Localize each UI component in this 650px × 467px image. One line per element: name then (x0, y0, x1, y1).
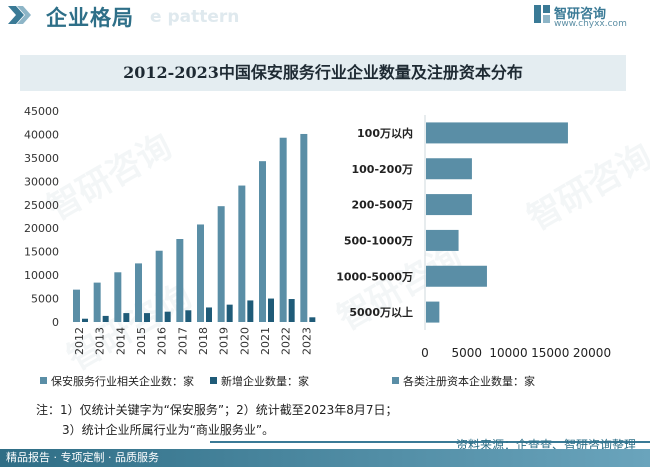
x-tick-label: 2012 (73, 327, 86, 355)
bar-new-companies (82, 318, 88, 322)
bar-registered-capital (426, 122, 568, 144)
x-tick-label: 2023 (300, 327, 313, 355)
bar-total-companies (197, 224, 204, 322)
x-tick-label: 2017 (176, 327, 189, 355)
x-tick-label: 2016 (156, 327, 169, 355)
bar-total-companies (135, 263, 142, 322)
y-tick-label: 20000 (24, 222, 59, 235)
section-subtitle-watermark: e pattern (150, 7, 240, 27)
bar-total-companies (155, 250, 163, 322)
footer-text: 精品报告 · 专项定制 · 品质服务 (6, 451, 159, 464)
bar-new-companies (226, 304, 233, 322)
section-title: 企业格局 (46, 6, 134, 30)
x-tick-label: 2014 (114, 327, 127, 355)
x-tick-label: 10000 (489, 346, 527, 360)
legend-item-new-companies: 新增企业数量：家 (210, 373, 309, 389)
y-tick-label: 25000 (24, 199, 59, 212)
y-category-label: 500-1000万 (344, 234, 413, 247)
bar-new-companies (206, 307, 212, 322)
bar-new-companies (268, 298, 274, 322)
brand: 智研咨询 www.chyxx.com (534, 3, 634, 33)
brand-url: www.chyxx.com (554, 19, 627, 29)
footer-divider (210, 441, 650, 443)
chart-title: 2012-2023中国保安服务行业企业数量及注册资本分布 (123, 63, 523, 82)
bar-registered-capital (426, 158, 472, 180)
bar-total-companies (217, 206, 225, 322)
x-tick-label: 2021 (259, 327, 272, 355)
bar-new-companies (288, 299, 295, 322)
legend-swatch (210, 377, 217, 384)
bar-total-companies (238, 185, 246, 322)
y-category-label: 100万以内 (357, 126, 413, 140)
bar-total-companies (279, 137, 287, 322)
data-source: 资料来源：企查查、智研咨询整理 (455, 438, 636, 452)
x-tick-label: 2019 (218, 327, 231, 355)
y-tick-label: 30000 (24, 175, 59, 188)
bar-registered-capital (426, 265, 487, 287)
legend-item-registered-capital: 各类注册资本企业数量：家 (392, 373, 535, 389)
y-tick-label: 15000 (24, 246, 59, 259)
y-tick-label: 5000 (31, 293, 59, 306)
legend-item-total-companies: 保安服务行业相关企业数：家 (40, 373, 194, 389)
bar-new-companies (123, 313, 130, 322)
bar-registered-capital (426, 229, 459, 251)
bar-new-companies (247, 300, 254, 322)
x-tick-label: 15000 (531, 346, 569, 360)
bar-total-companies (176, 239, 184, 322)
note-line-1: 注：1）仅统计关键字为“保安服务”；2）统计截至2023年8月7日； (36, 403, 398, 417)
y-tick-label: 45000 (24, 105, 59, 118)
x-tick-label: 2013 (94, 327, 107, 355)
chart-title-bar: 2012-2023中国保安服务行业企业数量及注册资本分布 (20, 55, 626, 91)
header: 企业格局 e pattern 智研咨询 www.chyxx.com (0, 0, 650, 34)
legend-label: 保安服务行业相关企业数：家 (51, 375, 194, 388)
y-category-label: 5000万以上 (349, 305, 413, 319)
bar-total-companies (114, 272, 122, 322)
x-tick-label: 2020 (238, 327, 251, 355)
brand-name: 智研咨询 (554, 7, 607, 22)
bar-new-companies (102, 315, 109, 322)
y-category-label: 1000-5000万 (336, 270, 413, 283)
footer-bar: 精品报告 · 专项定制 · 品质服务 (0, 449, 650, 467)
y-tick-label: 10000 (24, 269, 59, 282)
bar-total-companies (93, 282, 101, 322)
bar-new-companies (309, 317, 316, 322)
bar-total-companies (300, 133, 308, 322)
x-tick-label: 2015 (135, 327, 148, 355)
bar-new-companies (185, 310, 192, 322)
y-tick-label: 0 (52, 316, 59, 329)
x-tick-label: 20000 (573, 346, 611, 360)
y-category-label: 100-200万 (352, 163, 414, 176)
bar-new-companies (164, 311, 171, 322)
bar-new-companies (144, 313, 150, 322)
note-line-2: 3）统计企业所属行业为“商业服务业”。 (62, 423, 275, 437)
legend-label: 新增企业数量：家 (221, 375, 309, 388)
bar-total-companies (73, 289, 80, 322)
legend-swatch (392, 377, 399, 384)
y-category-label: 200-500万 (352, 199, 414, 212)
legend-swatch (40, 377, 47, 384)
chevron-double-icon (8, 6, 31, 24)
bar-registered-capital (426, 301, 440, 323)
brand-logo-icon (534, 5, 550, 23)
x-tick-label: 5000 (451, 346, 482, 360)
legend-label: 各类注册资本企业数量：家 (403, 375, 535, 388)
y-tick-label: 35000 (24, 152, 59, 165)
chart: 0 5000 10000 15000 20000 25000 30000 35000 40000… (24, 105, 611, 360)
x-tick-label: 0 (421, 346, 429, 360)
bar-registered-capital (426, 194, 472, 216)
y-tick-label: 40000 (24, 128, 59, 141)
x-tick-label: 2022 (280, 327, 293, 355)
bar-total-companies (259, 161, 266, 322)
x-tick-label: 2018 (197, 327, 210, 355)
